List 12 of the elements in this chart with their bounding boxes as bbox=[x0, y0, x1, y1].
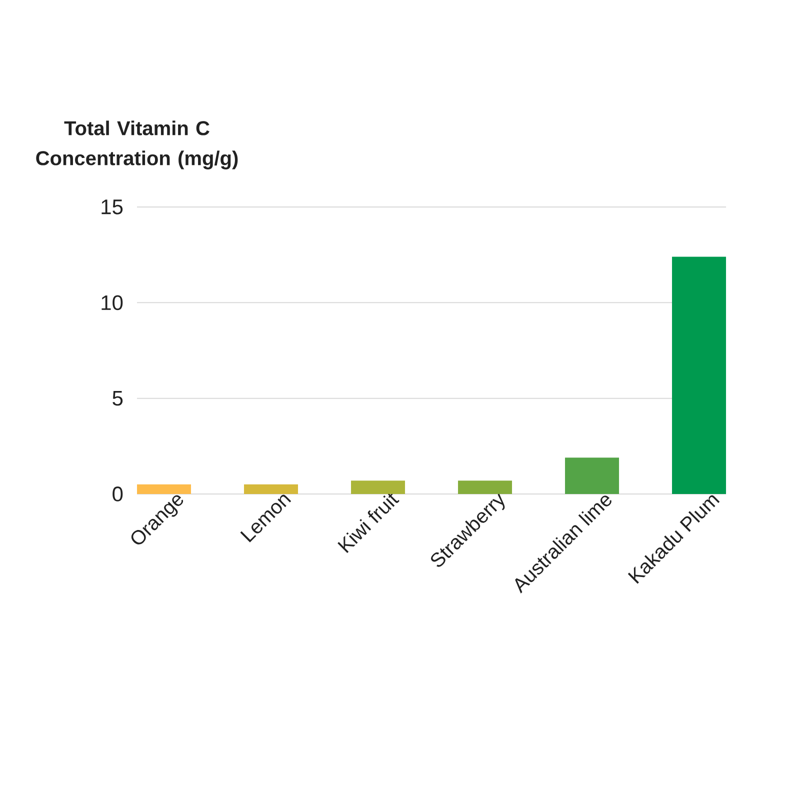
bar bbox=[351, 480, 406, 494]
y-tick-label: 0 bbox=[112, 486, 123, 502]
bar bbox=[458, 480, 512, 494]
bar bbox=[672, 256, 726, 494]
bar bbox=[565, 458, 620, 494]
y-axis-title: Total Vitamin C Concentration (mg/g) bbox=[36, 120, 238, 170]
y-tick-label: 15 bbox=[102, 200, 123, 214]
y-tick-label: 5 bbox=[112, 391, 123, 406]
bar bbox=[137, 484, 192, 494]
y-tick-label: 10 bbox=[102, 295, 123, 310]
bar bbox=[244, 484, 298, 494]
x-tick-label: Kiwi fruit bbox=[338, 493, 400, 554]
